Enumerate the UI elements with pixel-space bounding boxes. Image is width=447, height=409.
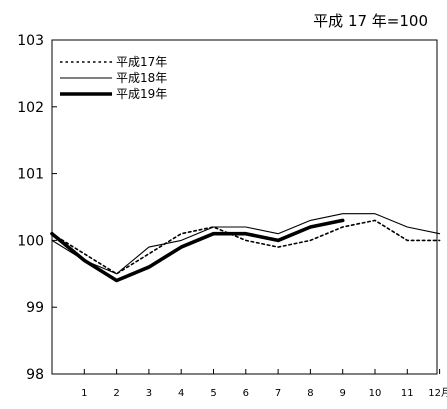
legend-label-3: 平成19年 — [116, 87, 167, 101]
y-tick-label: 103 — [17, 33, 44, 49]
x-tick-label: 12月 — [428, 387, 447, 399]
y-tick-label: 102 — [17, 100, 44, 116]
legend-label-2: 平成18年 — [116, 71, 167, 85]
legend-label-1: 平成17年 — [116, 55, 167, 69]
y-tick-label: 100 — [17, 233, 44, 249]
x-axis: 1 2 3 4 5 6 7 8 9 10 11 12月 — [81, 369, 447, 399]
x-tick-label: 1 — [81, 388, 87, 399]
x-tick-label: 9 — [340, 388, 346, 399]
x-tick-label: 5 — [210, 388, 216, 399]
x-tick-label: 11 — [401, 388, 414, 399]
base-year-note: 平成 17 年=100 — [313, 12, 428, 30]
y-tick-label: 99 — [26, 300, 44, 316]
plot-frame — [51, 39, 438, 375]
x-tick-label: 3 — [146, 388, 152, 399]
series-layer — [50, 213, 441, 283]
y-tick-label: 98 — [26, 367, 44, 383]
x-tick-label: 6 — [243, 388, 249, 399]
x-tick-label: 4 — [178, 388, 184, 399]
series-line-1 — [51, 219, 441, 275]
series-line-2 — [51, 213, 441, 275]
x-tick-label: 7 — [275, 388, 281, 399]
x-tick-label: 8 — [307, 388, 313, 399]
series-line-3 — [50, 218, 345, 283]
y-tick-label: 101 — [17, 167, 44, 183]
x-tick-label: 10 — [369, 388, 382, 399]
y-axis: 98 99 100 101 102 103 — [17, 33, 57, 383]
x-tick-label: 2 — [113, 388, 119, 399]
